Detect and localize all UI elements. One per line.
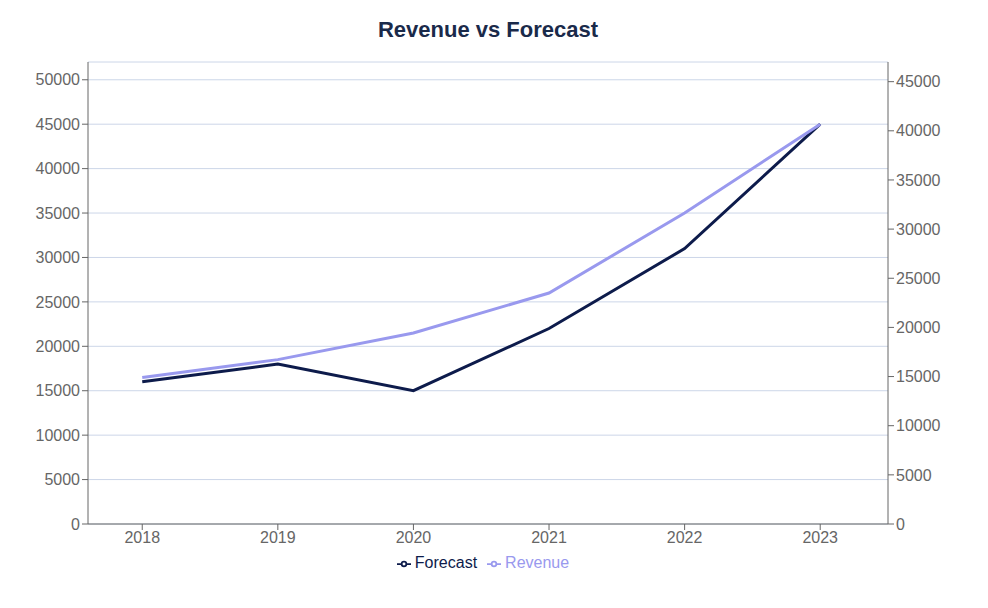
svg-text:30000: 30000 bbox=[896, 221, 941, 238]
svg-text:10000: 10000 bbox=[36, 427, 81, 444]
html-text:Forecast: Forecast bbox=[414, 554, 478, 571]
svg-text:30000: 30000 bbox=[36, 249, 81, 266]
svg-text:20000: 20000 bbox=[896, 319, 941, 336]
svg-text:5000: 5000 bbox=[44, 471, 80, 488]
svg-text:5000: 5000 bbox=[896, 467, 932, 484]
svg-text:45000: 45000 bbox=[36, 116, 81, 133]
svg-text:2018: 2018 bbox=[124, 529, 160, 546]
svg-text:2023: 2023 bbox=[802, 529, 838, 546]
html-text:Revenue vs Forecast: Revenue vs Forecast bbox=[377, 17, 598, 42]
svg-text:0: 0 bbox=[71, 516, 80, 533]
svg-text:25000: 25000 bbox=[896, 270, 941, 287]
svg-text:10000: 10000 bbox=[896, 417, 941, 434]
html-text:Revenue: Revenue bbox=[505, 554, 570, 571]
svg-text:2020: 2020 bbox=[396, 529, 432, 546]
svg-text:2022: 2022 bbox=[667, 529, 703, 546]
svg-text:40000: 40000 bbox=[896, 122, 941, 139]
svg-text:2019: 2019 bbox=[260, 529, 296, 546]
svg-text:2021: 2021 bbox=[531, 529, 567, 546]
svg-text:15000: 15000 bbox=[896, 368, 941, 385]
svg-text:40000: 40000 bbox=[36, 160, 81, 177]
svg-text:50000: 50000 bbox=[36, 71, 81, 88]
svg-text:20000: 20000 bbox=[36, 338, 81, 355]
svg-text:15000: 15000 bbox=[36, 382, 81, 399]
svg-text:0: 0 bbox=[896, 516, 905, 533]
svg-text:35000: 35000 bbox=[896, 172, 941, 189]
svg-text:25000: 25000 bbox=[36, 294, 81, 311]
svg-text:45000: 45000 bbox=[896, 73, 941, 90]
svg-text:35000: 35000 bbox=[36, 205, 81, 222]
